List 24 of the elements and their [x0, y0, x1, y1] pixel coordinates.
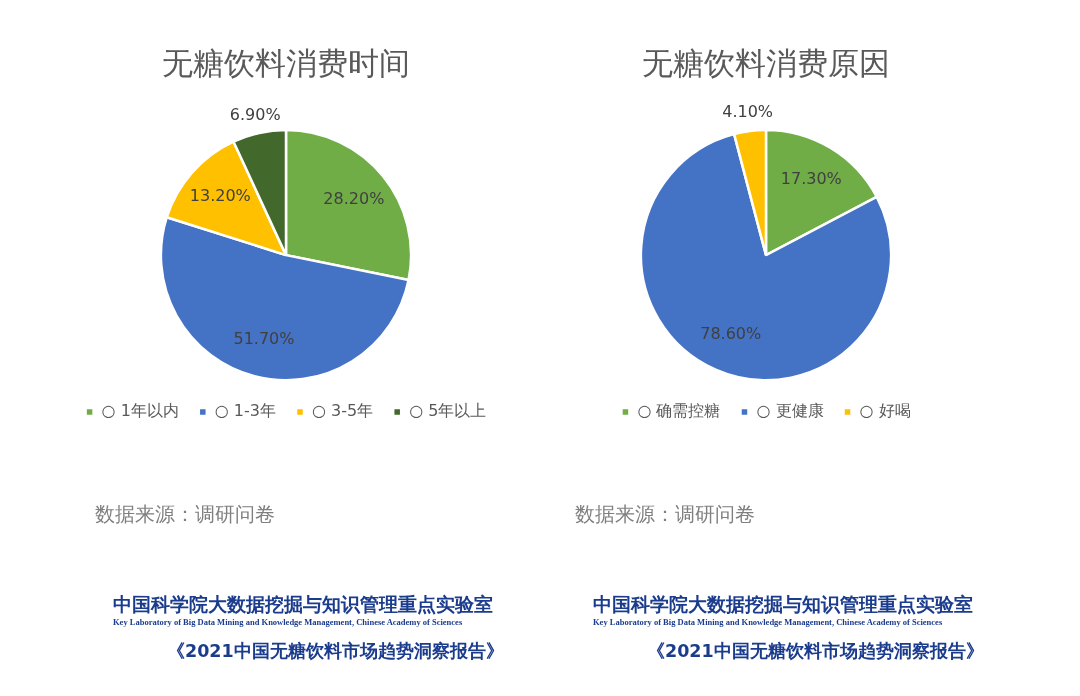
data-label: 13.20%	[189, 186, 251, 206]
source-note: 数据来源：调研问卷	[575, 502, 755, 526]
legend-label: ○ 好喝	[859, 401, 911, 421]
legend-label: ○ 3-5年	[312, 401, 374, 421]
chart-title: 无糖饮料消费时间	[162, 44, 410, 81]
chart-title: 无糖饮料消费原因	[642, 44, 890, 81]
data-label: 78.60%	[700, 324, 762, 344]
text: 中国科学院大数据挖掘与知识管理重点实验室	[113, 594, 493, 617]
data-label: 28.20%	[323, 188, 385, 208]
legend-label: ○ 更健康	[756, 401, 824, 421]
data-label: 6.90%	[229, 104, 281, 124]
data-label: 51.70%	[233, 329, 295, 348]
text: Key Laboratory of Big Data Mining and Knowledge Management, Chinese Academy of Sciences	[593, 617, 943, 628]
text: 《2021中国无糖饮料市场趋势洞察报告》	[647, 641, 984, 662]
data-label: 4.10%	[722, 102, 774, 122]
text: 中国科学院大数据挖掘与知识管理重点实验室	[593, 594, 973, 617]
data-label: 17.30%	[780, 169, 842, 189]
source-note: 数据来源：调研问卷	[95, 502, 275, 526]
text: 《2021中国无糖饮料市场趋势洞察报告》	[167, 641, 504, 662]
legend-label: ○ 1年以内	[101, 401, 179, 421]
legend-label: ○ 1-3年	[214, 401, 277, 421]
legend-label: ○ 确需控糖	[637, 401, 721, 421]
text: Key Laboratory of Big Data Mining and Knowledge Management, Chinese Academy of Sciences	[113, 617, 463, 628]
legend-label: ○ 5年以上	[409, 401, 487, 421]
